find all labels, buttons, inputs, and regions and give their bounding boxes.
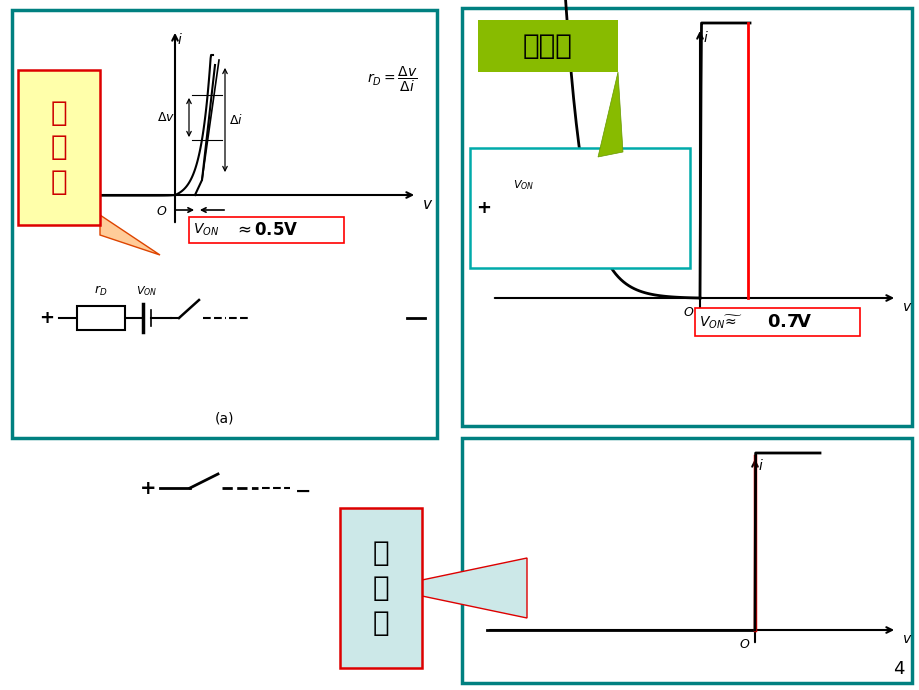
FancyBboxPatch shape — [461, 8, 911, 426]
Text: 第
一
种: 第 一 种 — [51, 99, 67, 196]
FancyBboxPatch shape — [478, 20, 618, 72]
Text: $V_{ON}$: $V_{ON}$ — [513, 178, 534, 192]
Text: $v$: $v$ — [422, 197, 433, 212]
Text: $V_{ON}$: $V_{ON}$ — [193, 221, 219, 238]
Text: $\mathbf{0.7V}$: $\mathbf{0.7V}$ — [766, 313, 811, 331]
Text: 第二种: 第二种 — [523, 32, 573, 60]
Text: $v$: $v$ — [901, 300, 912, 314]
FancyBboxPatch shape — [188, 217, 344, 243]
Text: $\Delta i$: $\Delta i$ — [229, 113, 243, 127]
Text: $\Delta v$: $\Delta v$ — [157, 111, 175, 124]
FancyBboxPatch shape — [340, 508, 422, 668]
FancyBboxPatch shape — [694, 308, 859, 336]
Polygon shape — [100, 215, 160, 255]
FancyBboxPatch shape — [12, 10, 437, 438]
FancyBboxPatch shape — [18, 70, 100, 225]
Text: $V_{ON}$: $V_{ON}$ — [136, 284, 157, 298]
Text: (a): (a) — [214, 412, 234, 426]
Text: +: + — [140, 478, 156, 497]
Text: 第
三
种: 第 三 种 — [372, 540, 389, 637]
Text: $v$: $v$ — [901, 632, 912, 646]
Text: $i$: $i$ — [757, 458, 763, 473]
Text: $\approx\mathbf{0.5V}$: $\approx\mathbf{0.5V}$ — [233, 221, 299, 239]
Text: 4: 4 — [892, 660, 904, 678]
FancyBboxPatch shape — [461, 438, 911, 683]
Text: $O$: $O$ — [682, 306, 693, 319]
Text: −: − — [295, 482, 311, 500]
Text: +: + — [476, 199, 491, 217]
Polygon shape — [422, 558, 527, 618]
Text: $r_D$: $r_D$ — [94, 284, 108, 298]
Text: $O$: $O$ — [155, 205, 167, 218]
Text: $r_D = \dfrac{\Delta v}{\Delta i}$: $r_D = \dfrac{\Delta v}{\Delta i}$ — [366, 65, 416, 95]
Text: $V_{ON}\!\widetilde{\approx}$: $V_{ON}\!\widetilde{\approx}$ — [698, 313, 742, 331]
Polygon shape — [597, 72, 622, 157]
FancyBboxPatch shape — [470, 148, 689, 268]
FancyBboxPatch shape — [77, 306, 125, 330]
Text: +: + — [40, 309, 54, 327]
Text: $i$: $i$ — [702, 30, 708, 45]
Text: $O$: $O$ — [738, 638, 749, 651]
Text: $i$: $i$ — [176, 32, 183, 47]
